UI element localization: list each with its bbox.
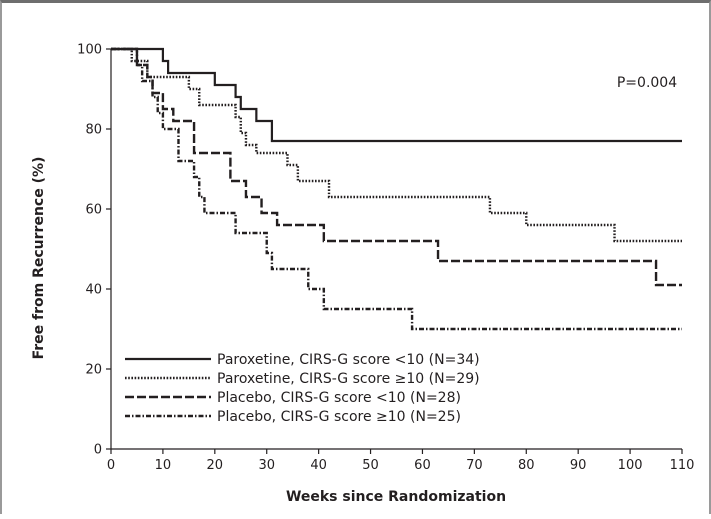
p-value-annotation: P=0.004 (617, 75, 677, 91)
x-tick-label: 70 (466, 458, 483, 473)
x-tick-label: 0 (107, 458, 115, 473)
curve-series-4 (111, 47, 682, 331)
x-tick-label: 90 (570, 458, 587, 473)
y-tick-label: 100 (77, 43, 102, 58)
legend-label-3: Placebo, CIRS-G score <10 (N=28) (217, 390, 461, 406)
curve-series-3 (111, 47, 682, 287)
x-tick-label: 50 (362, 458, 379, 473)
x-tick-label: 100 (618, 458, 643, 473)
curve-series-2 (111, 47, 682, 243)
x-tick-label: 60 (414, 458, 431, 473)
km-chart: 0 10 20 30 40 50 60 70 80 90 100 110 0 20 40 60 80 100 Pa… (31, 43, 694, 506)
y-tick-label: 20 (85, 363, 102, 378)
x-tick-label: 80 (518, 458, 535, 473)
y-tick-label: 80 (85, 123, 102, 138)
legend: Paroxetine, CIRS-G score <10 (N=34) Parox… (125, 352, 480, 425)
ticks: 0 10 20 30 40 50 60 70 80 90 100 110 0 20 40 60 80 100 (77, 43, 694, 474)
axes (110, 49, 682, 450)
y-tick-label: 0 (94, 443, 102, 458)
legend-label-4: Placebo, CIRS-G score ≥10 (N=25) (217, 409, 461, 425)
y-tick-label: 60 (85, 203, 102, 218)
y-tick-label: 40 (85, 283, 102, 298)
legend-label-2: Paroxetine, CIRS-G score ≥10 (N=29) (217, 371, 480, 387)
x-tick-label: 30 (258, 458, 275, 473)
x-tick-label: 20 (207, 458, 224, 473)
legend-label-1: Paroxetine, CIRS-G score <10 (N=34) (217, 352, 480, 368)
y-axis-title: Free from Recurrence (%) (31, 157, 47, 360)
x-tick-label: 40 (310, 458, 327, 473)
survival-curves (111, 47, 682, 331)
curve-series-1 (111, 47, 682, 143)
x-tick-label: 110 (670, 458, 695, 473)
x-axis-title: Weeks since Randomization (286, 489, 506, 505)
x-tick-label: 10 (155, 458, 172, 473)
